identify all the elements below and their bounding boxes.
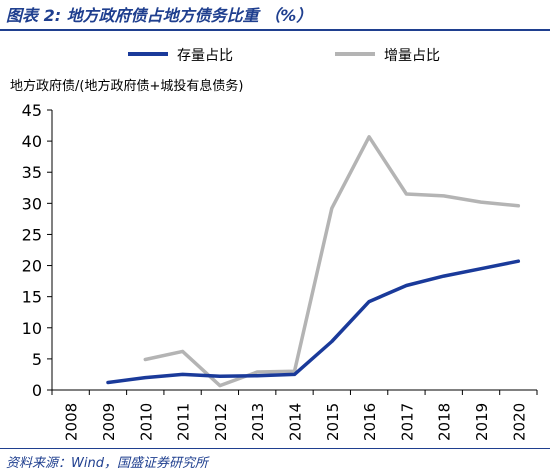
y-tick-label: 25 xyxy=(22,225,42,244)
data-point xyxy=(405,192,408,196)
x-tick-label: 2013 xyxy=(249,403,267,441)
source-divider xyxy=(0,448,550,449)
x-tick-label: 2017 xyxy=(398,403,416,441)
data-point xyxy=(405,284,408,287)
data-point xyxy=(442,274,445,278)
data-point xyxy=(255,374,259,377)
data-point xyxy=(367,300,371,303)
x-tick-label: 2014 xyxy=(287,403,305,441)
x-tick-label: 2020 xyxy=(510,403,528,441)
data-point xyxy=(218,375,222,378)
x-tick-label: 2009 xyxy=(100,403,118,441)
source-note: 资料来源：Wind，国盛证券研究所 xyxy=(6,456,208,471)
data-point xyxy=(181,350,184,353)
data-point xyxy=(517,260,520,263)
y-tick-label: 40 xyxy=(22,132,42,151)
chart-title: 图表 2: 地方政府债占地方债务比重 （%） xyxy=(6,6,313,25)
x-tick-label: 2010 xyxy=(137,403,155,441)
y-tick-label: 30 xyxy=(22,194,42,213)
x-tick-label: 2011 xyxy=(175,403,193,441)
series-line-increment xyxy=(143,135,521,388)
data-point xyxy=(144,358,147,361)
data-point xyxy=(293,373,296,376)
y-tick-label: 0 xyxy=(32,381,42,400)
data-point xyxy=(442,194,445,198)
x-tick-label: 2012 xyxy=(212,403,230,441)
x-tick-label: 2008 xyxy=(63,403,81,441)
data-point xyxy=(517,204,520,208)
data-point xyxy=(330,207,334,210)
data-point xyxy=(106,381,110,384)
axes: 0 5 10 15 20 25 30 35 40 45 2008 2009 2010 2011 2012 20… xyxy=(22,101,538,441)
data-point xyxy=(144,376,147,379)
y-tick-label: 5 xyxy=(32,350,42,369)
x-tick-label: 2018 xyxy=(436,403,454,441)
x-tick-label: 2019 xyxy=(473,403,491,441)
y-tick-label: 45 xyxy=(22,101,42,120)
series-lines xyxy=(106,135,521,388)
y-axis-label: 地方政府债/(地方政府债+城投有息债务) xyxy=(10,78,243,94)
x-tick-label: 2016 xyxy=(361,403,379,441)
y-tick-label: 15 xyxy=(22,288,42,307)
data-point xyxy=(181,373,184,376)
y-tick-label: 35 xyxy=(22,163,42,182)
data-point xyxy=(218,384,222,387)
title-divider xyxy=(0,29,550,31)
series-line-stock xyxy=(106,259,521,385)
data-point xyxy=(479,267,483,270)
y-tick-label: 10 xyxy=(22,319,42,338)
data-point xyxy=(330,340,334,343)
x-tick-label: 2015 xyxy=(324,403,342,441)
data-point xyxy=(479,200,483,204)
legend: 存量占比 增量占比 xyxy=(128,48,440,64)
legend-label-stock: 存量占比 xyxy=(177,48,233,64)
data-point xyxy=(367,135,371,138)
y-tick-label: 20 xyxy=(22,257,42,276)
legend-label-increment: 增量占比 xyxy=(384,48,440,64)
data-point xyxy=(255,370,259,374)
